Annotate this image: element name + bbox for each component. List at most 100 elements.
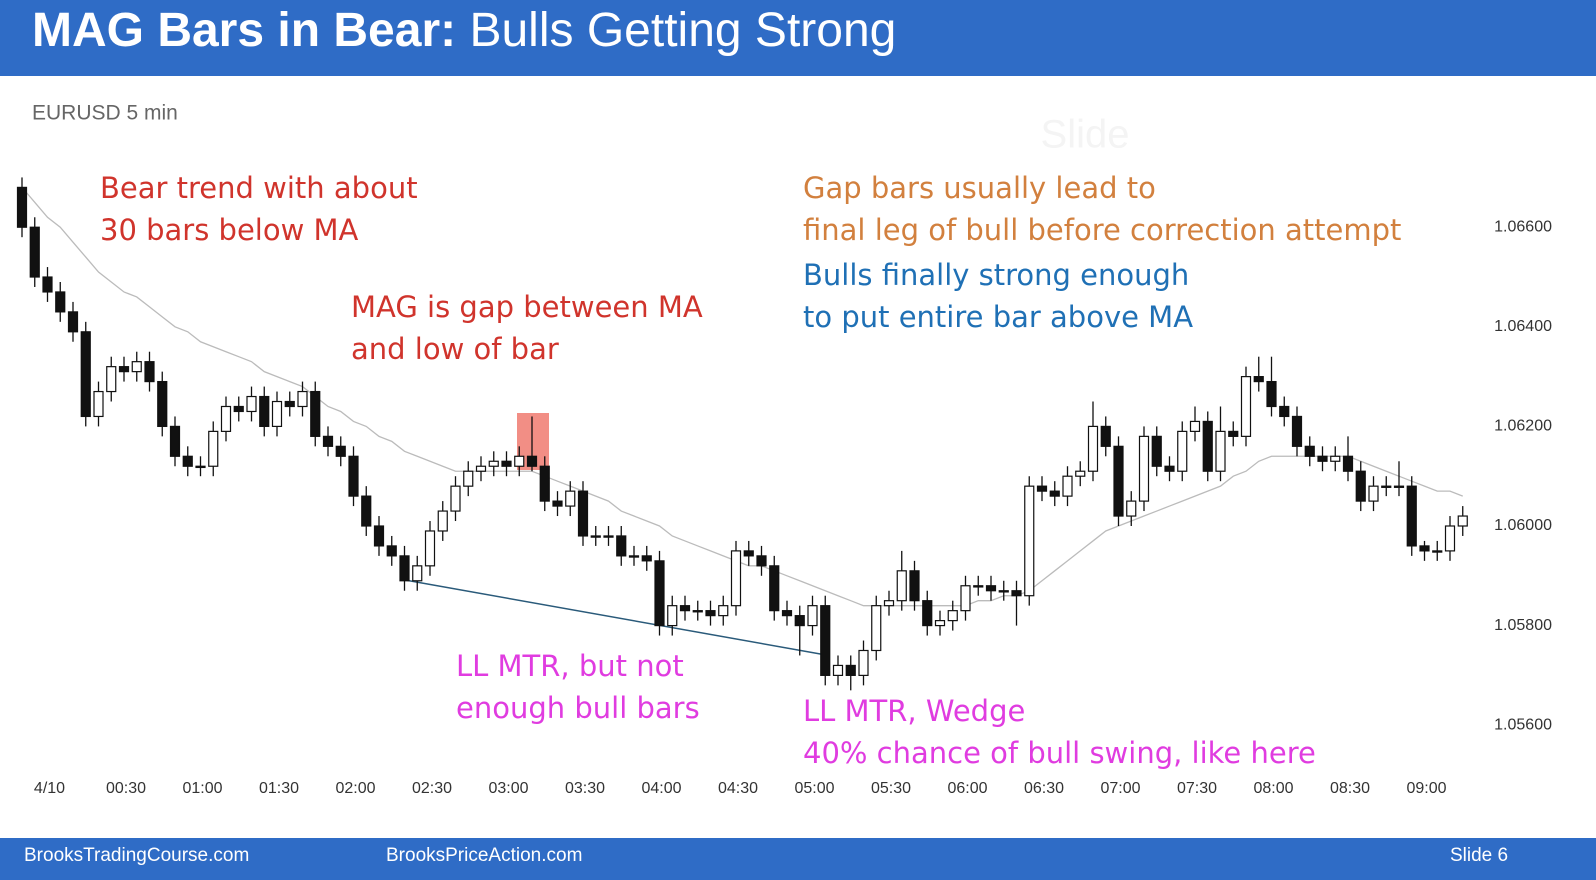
candle-body (820, 605, 831, 676)
annotation: to put entire bar above MA (803, 300, 1193, 334)
candle-body (1215, 430, 1226, 472)
candle-body (514, 455, 525, 467)
candle-body (297, 390, 308, 408)
candle-body (450, 485, 461, 512)
x-tick-label: 01:30 (259, 780, 299, 797)
candle-body (131, 361, 142, 373)
candle-body (692, 610, 703, 613)
candle-body (1304, 445, 1315, 457)
candle-body (208, 430, 219, 467)
candle-body (42, 276, 53, 293)
candle-body (80, 331, 91, 418)
candle-body (1393, 485, 1405, 488)
candle-body (947, 610, 958, 622)
x-tick-label: 05:00 (794, 780, 834, 797)
x-tick-label: 00:30 (106, 780, 146, 797)
candle-body (590, 535, 601, 538)
candle-body (743, 550, 754, 557)
footer-center: BrooksPriceAction.com (386, 845, 582, 866)
candle-body (386, 545, 397, 557)
candle-body (118, 366, 130, 373)
candle-body (616, 535, 627, 557)
candle-body (182, 455, 193, 467)
x-tick-label: 05:30 (871, 780, 911, 797)
x-tick-label: 03:00 (488, 780, 528, 797)
candle-body (922, 600, 933, 627)
candle-body (526, 455, 538, 467)
title-regular: Bulls Getting Strong (469, 4, 896, 57)
candle-body (934, 620, 946, 627)
candle-body (1279, 405, 1290, 418)
candle-body (565, 490, 576, 507)
candle-body (679, 605, 691, 612)
candle-body (1368, 485, 1379, 502)
y-tick-label: 1.05800 (1494, 617, 1552, 634)
x-tick-label: 02:30 (412, 780, 452, 797)
candle-body (1291, 415, 1303, 447)
candle-body (501, 460, 512, 467)
candle-body (896, 570, 907, 602)
annotation: final leg of bull before correction atte… (803, 213, 1401, 247)
candle-body (157, 380, 168, 428)
candle-body (1240, 376, 1252, 437)
candle-body (233, 405, 244, 413)
candle-body (794, 615, 805, 627)
annotation: LL MTR, but not (456, 649, 684, 683)
candle-body (106, 366, 117, 393)
candle-body (909, 570, 920, 602)
candle-body (641, 555, 652, 562)
y-tick-label: 1.06400 (1494, 318, 1552, 335)
candle-body (1317, 455, 1328, 462)
candle-body (1202, 420, 1213, 472)
candle-body (730, 550, 742, 607)
candle-body (1126, 500, 1137, 517)
candle-body (246, 395, 257, 413)
candle-body (603, 535, 614, 538)
candle-body (1138, 435, 1150, 502)
candle-body (1087, 425, 1099, 472)
plot: 1.05600 1.05800 1.06000 1.06200 1.06400 1.066… (16, 177, 1552, 797)
candle-body (781, 610, 793, 617)
x-tick-label: 06:30 (1024, 780, 1064, 797)
candle-body (488, 460, 499, 467)
x-tick-label: 07:00 (1100, 780, 1140, 797)
candle-body (271, 400, 283, 428)
x-tick-label: 09:00 (1406, 780, 1446, 797)
watermark: Slide (1041, 113, 1130, 157)
candle-body (883, 600, 895, 607)
candle-body (628, 555, 640, 558)
candle-body (1151, 435, 1162, 467)
x-tick-label: 04:00 (641, 780, 681, 797)
candle-body (195, 465, 206, 469)
annotation: Bear trend with about (100, 171, 418, 205)
candle-body (1189, 420, 1201, 432)
candle-body (399, 555, 410, 582)
candle-body (220, 405, 232, 432)
annotation: LL MTR, Wedge (803, 694, 1025, 728)
title-bold: MAG Bars in Bear: (32, 4, 456, 57)
candle-body (1266, 380, 1277, 408)
candle-body (552, 500, 563, 507)
footer-bar (0, 838, 1596, 880)
x-tick-label: 06:00 (947, 780, 987, 797)
x-tick-label: 02:00 (335, 780, 375, 797)
candle-body (1036, 485, 1048, 492)
candle-body (284, 400, 295, 408)
x-tick-label: 01:00 (182, 780, 222, 797)
footer-left: BrooksTradingCourse.com (24, 845, 249, 866)
annotation: and low of bar (351, 332, 559, 366)
annotation: MAG is gap between MA (351, 290, 703, 324)
annotation: enough bull bars (456, 691, 700, 725)
candle-body (1024, 485, 1035, 597)
candle-body (1253, 376, 1264, 383)
x-tick-label: 4/10 (34, 780, 65, 797)
candle-body (973, 585, 984, 588)
candle-body (807, 605, 818, 627)
x-tick-label: 08:00 (1253, 780, 1293, 797)
candle-body (16, 186, 28, 228)
candle-body (985, 585, 997, 592)
candle-body (1432, 550, 1443, 553)
candle-body (93, 390, 104, 418)
candle-body (67, 311, 79, 333)
candle-body (1049, 490, 1060, 497)
